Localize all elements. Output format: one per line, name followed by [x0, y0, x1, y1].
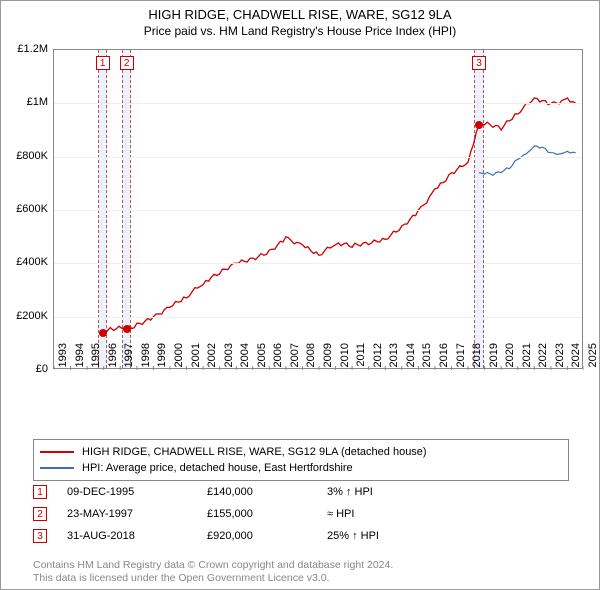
xtick-label: 2021 [521, 343, 533, 373]
legend: HIGH RIDGE, CHADWELL RISE, WARE, SG12 9L… [33, 439, 569, 481]
legend-item-hpi: HPI: Average price, detached house, East… [40, 460, 562, 476]
sales-date-3: 31-AUG-2018 [67, 530, 207, 542]
chart-container: HIGH RIDGE, CHADWELL RISE, WARE, SG12 9L… [0, 0, 600, 590]
xtick-label: 1994 [74, 343, 86, 373]
xtick-label: 2004 [239, 343, 251, 373]
xtick-label: 2001 [190, 343, 202, 373]
xtick-label: 1995 [90, 343, 102, 373]
legend-label-hpi: HPI: Average price, detached house, East… [82, 462, 353, 474]
xtick-label: 2007 [289, 343, 301, 373]
ytick-label: £200K [0, 310, 48, 322]
title-block: HIGH RIDGE, CHADWELL RISE, WARE, SG12 9L… [1, 1, 599, 42]
xtick-label: 2023 [554, 343, 566, 373]
xtick-label: 2016 [438, 343, 450, 373]
sales-badge-3: 3 [33, 529, 47, 543]
sales-diff-3: 25% ↑ HPI [327, 530, 447, 542]
xtick-label: 2003 [223, 343, 235, 373]
ytick-label: £0 [0, 363, 48, 375]
xtick-label: 1997 [123, 343, 135, 373]
xtick-label: 2020 [504, 343, 516, 373]
sales-badge-1: 1 [33, 485, 47, 499]
sales-badge-2: 2 [33, 507, 47, 521]
sales-price-1: £140,000 [207, 486, 327, 498]
ytick-label: £400K [0, 256, 48, 268]
xtick-label: 2018 [471, 343, 483, 373]
title-line-1: HIGH RIDGE, CHADWELL RISE, WARE, SG12 9L… [1, 7, 599, 22]
xtick-label: 2012 [372, 343, 384, 373]
xtick-label: 2010 [339, 343, 351, 373]
sales-price-2: £155,000 [207, 508, 327, 520]
legend-swatch-property [40, 451, 74, 453]
chart-area: 123 £0£200K£400K£600K£800K£1M£1.2M199319… [53, 49, 583, 399]
marker-dot-2 [123, 325, 131, 333]
sales-date-1: 09-DEC-1995 [67, 486, 207, 498]
xtick-label: 1996 [107, 343, 119, 373]
ytick-label: £800K [0, 150, 48, 162]
ytick-label: £1M [0, 96, 48, 108]
xtick-label: 2006 [272, 343, 284, 373]
sales-diff-1: 3% ↑ HPI [327, 486, 447, 498]
ytick-label: £600K [0, 203, 48, 215]
xtick-label: 1993 [57, 343, 69, 373]
series-property [103, 98, 576, 333]
marker-dot-1 [99, 329, 107, 337]
sales-row-1: 1 09-DEC-1995 £140,000 3% ↑ HPI [33, 481, 569, 503]
xtick-label: 2011 [355, 343, 367, 373]
plot-region: 12 3 [53, 49, 583, 369]
xtick-label: 2017 [455, 343, 467, 373]
marker-badge-1: 1 [96, 56, 110, 70]
gridline-h [54, 157, 582, 158]
sales-row-2: 2 23-MAY-1997 £155,000 ≈ HPI [33, 503, 569, 525]
footer: Contains HM Land Registry data © Crown c… [33, 559, 569, 585]
sales-diff-2: ≈ HPI [327, 508, 447, 520]
footer-line-1: Contains HM Land Registry data © Crown c… [33, 559, 569, 572]
title-line-2: Price paid vs. HM Land Registry's House … [1, 22, 599, 42]
gridline-h [54, 263, 582, 264]
xtick-label: 2000 [173, 343, 185, 373]
xtick-label: 1998 [140, 343, 152, 373]
gridline-h [54, 103, 582, 104]
xtick-label: 2008 [305, 343, 317, 373]
legend-swatch-hpi [40, 467, 74, 469]
ytick-label: £1.2M [0, 43, 48, 55]
xtick-label: 2014 [405, 343, 417, 373]
footer-line-2: This data is licensed under the Open Gov… [33, 572, 569, 585]
sales-price-3: £920,000 [207, 530, 327, 542]
xtick-label: 2005 [256, 343, 268, 373]
xtick-label: 1999 [156, 343, 168, 373]
gridline-h [54, 317, 582, 318]
xtick-label: 2002 [206, 343, 218, 373]
xtick-label: 2015 [421, 343, 433, 373]
xtick-label: 2013 [388, 343, 400, 373]
xtick-label: 2019 [488, 343, 500, 373]
xtick-label: 2024 [570, 343, 582, 373]
xtick-label: 2009 [322, 343, 334, 373]
sales-table: 1 09-DEC-1995 £140,000 3% ↑ HPI 2 23-MAY… [33, 481, 569, 547]
marker-badge-2: 2 [120, 56, 134, 70]
legend-label-property: HIGH RIDGE, CHADWELL RISE, WARE, SG12 9L… [82, 446, 427, 458]
series-hpi [479, 146, 576, 175]
sales-row-3: 3 31-AUG-2018 £920,000 25% ↑ HPI [33, 525, 569, 547]
legend-item-property: HIGH RIDGE, CHADWELL RISE, WARE, SG12 9L… [40, 444, 562, 460]
marker-dot-3 [475, 121, 483, 129]
xtick-label: 2025 [587, 343, 599, 373]
sales-date-2: 23-MAY-1997 [67, 508, 207, 520]
gridline-h [54, 210, 582, 211]
marker-badge-3: 3 [472, 56, 486, 70]
xtick-label: 2022 [537, 343, 549, 373]
